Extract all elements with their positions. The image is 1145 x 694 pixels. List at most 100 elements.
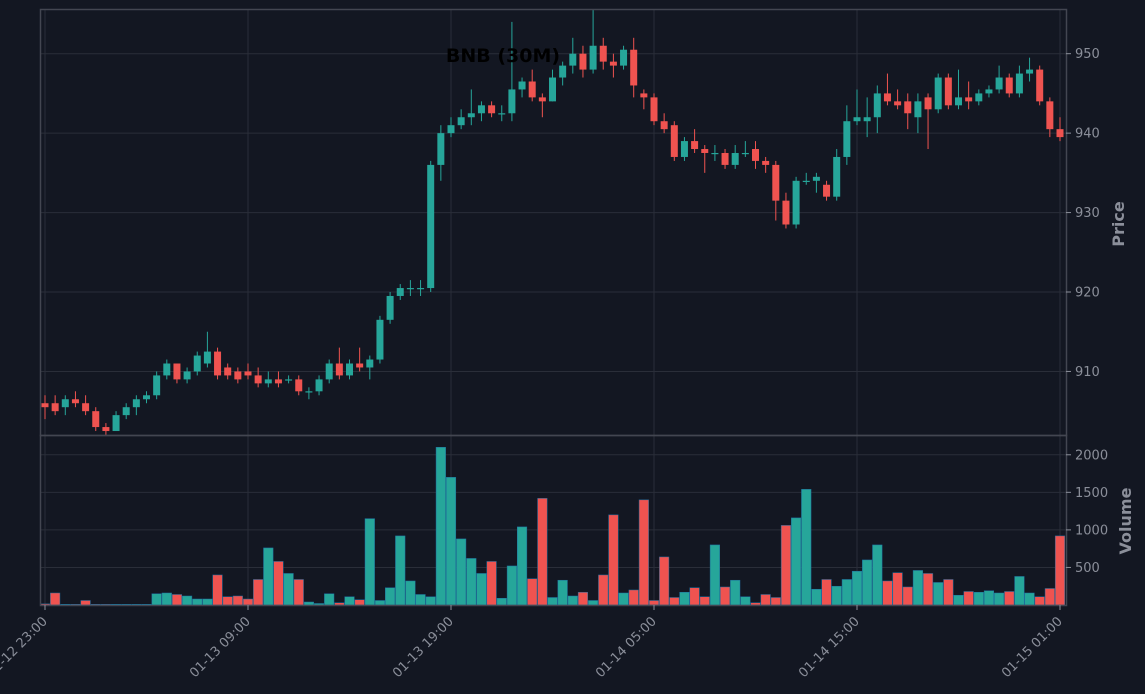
- volume-bar: [933, 582, 944, 606]
- volume-axis-ticks: 500 1000 1500 2000: [1066, 448, 1108, 576]
- candle-body: [609, 61, 617, 66]
- candle-body: [853, 117, 861, 122]
- volume-bar: [415, 594, 426, 606]
- candle-body: [843, 121, 851, 157]
- candle-body: [315, 379, 323, 392]
- volume-bar: [659, 556, 670, 606]
- candle-body: [904, 101, 912, 114]
- candle-body: [863, 117, 871, 122]
- candle-body: [670, 125, 678, 157]
- candle-body: [995, 77, 1003, 90]
- candle-body: [71, 399, 79, 404]
- price-candles: [41, 10, 1064, 435]
- candle-body: [254, 375, 262, 384]
- volume-panel-frame: [39, 434, 1068, 607]
- volume-bar: [405, 580, 416, 606]
- candle-body: [274, 379, 282, 384]
- candle-body: [244, 371, 252, 376]
- candle-body: [792, 180, 800, 225]
- volume-bar: [709, 544, 720, 606]
- volume-bar: [557, 579, 568, 606]
- chart-title: BNB (30M): [446, 45, 560, 67]
- candle-body: [579, 53, 587, 70]
- price-tick-label: 940: [1075, 127, 1100, 142]
- volume-bar: [791, 517, 802, 606]
- price-tick-label: 910: [1075, 365, 1100, 380]
- volume-bar: [1024, 592, 1035, 606]
- volume-bar: [232, 595, 243, 606]
- candle-body: [51, 403, 59, 412]
- volume-bar: [872, 544, 883, 606]
- candle-body: [264, 379, 272, 384]
- volume-bar: [242, 598, 254, 606]
- candle-body: [833, 156, 841, 197]
- volume-bar: [689, 587, 700, 606]
- volume-bar: [730, 579, 741, 606]
- candle-body: [518, 81, 526, 90]
- candle-body: [41, 403, 49, 408]
- candle-body: [569, 53, 577, 66]
- candle-body: [1005, 77, 1013, 94]
- volume-bar: [486, 561, 497, 606]
- volume-bar: [456, 538, 467, 606]
- volume-bar: [811, 588, 822, 606]
- volume-bar: [598, 574, 609, 606]
- candle-body: [224, 367, 232, 376]
- volume-bar: [862, 559, 873, 606]
- candle-body: [975, 93, 983, 102]
- volume-bar: [679, 591, 690, 606]
- candle-body: [802, 180, 810, 182]
- candle-body: [711, 152, 719, 155]
- candle-body: [203, 351, 211, 364]
- volume-bars: [39, 447, 1066, 606]
- volume-bar: [1054, 535, 1066, 606]
- volume-tick-label: 2000: [1075, 448, 1108, 463]
- volume-bar: [273, 561, 284, 606]
- candle-body: [528, 81, 536, 98]
- volume-bar: [1034, 596, 1045, 606]
- volume-bar: [303, 601, 314, 606]
- volume-bar: [202, 598, 213, 606]
- candle-body: [122, 407, 130, 416]
- volume-bar: [212, 574, 223, 606]
- volume-bar: [912, 570, 923, 606]
- candle-body: [1026, 69, 1034, 74]
- candle-body: [559, 65, 567, 78]
- volume-bar: [953, 594, 964, 606]
- candle-body: [752, 149, 759, 161]
- volume-bar: [506, 565, 517, 606]
- volume-bar: [293, 579, 304, 606]
- candle-body: [102, 427, 110, 432]
- candle-body: [214, 351, 222, 376]
- candle-body: [731, 152, 739, 165]
- candle-body: [457, 117, 465, 126]
- candle-body: [376, 319, 384, 360]
- volume-bar: [80, 600, 91, 606]
- candle-body: [883, 93, 891, 102]
- candle-body: [61, 399, 69, 408]
- volume-bar: [780, 525, 792, 606]
- volume-bar: [882, 580, 893, 606]
- candle-body: [427, 164, 435, 289]
- candle-body: [356, 363, 364, 368]
- candle-body: [701, 149, 709, 153]
- candle-body: [965, 97, 973, 102]
- volume-bar: [527, 578, 538, 606]
- volume-bar: [496, 597, 507, 606]
- candle-body: [467, 113, 475, 118]
- volume-bar: [182, 595, 193, 606]
- volume-bar: [1014, 576, 1025, 606]
- gridlines: [40, 10, 1066, 605]
- candle-body: [782, 200, 790, 225]
- volume-axis-label: Volume: [1116, 487, 1135, 554]
- volume-bar: [750, 602, 761, 606]
- candle-body: [934, 77, 942, 110]
- candle-body: [772, 164, 780, 201]
- candle-body: [1036, 69, 1044, 102]
- candle-body: [498, 113, 506, 115]
- candle-body: [985, 89, 993, 94]
- volume-bar: [222, 596, 233, 606]
- volume-bar: [608, 514, 619, 606]
- candle-body: [143, 395, 150, 400]
